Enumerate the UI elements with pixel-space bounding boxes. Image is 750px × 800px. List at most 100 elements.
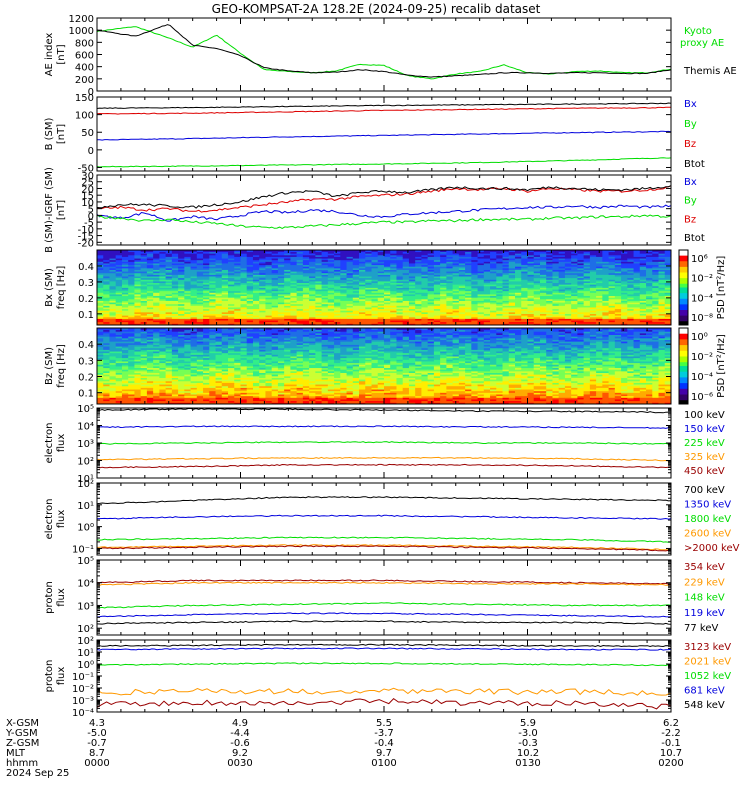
spectrogram-cell [408, 310, 416, 313]
spectrogram-cell [621, 271, 628, 274]
spectrogram-cell [371, 253, 379, 256]
spectrogram-cell [209, 279, 216, 282]
spectrogram-cell [621, 308, 628, 311]
spectrogram-cell [97, 250, 104, 253]
spectrogram-cell [302, 303, 310, 306]
spectrogram-cell [639, 297, 647, 300]
spectrogram-cell [477, 269, 485, 272]
spectrogram-cell [396, 300, 404, 303]
spectrogram-cell [552, 274, 560, 277]
spectrogram-cell [153, 271, 160, 274]
spectrogram-cell [421, 292, 429, 295]
spectrogram-cell [502, 266, 510, 269]
spectrogram-cell [284, 261, 291, 264]
spectrogram-cell [302, 297, 310, 300]
spectrogram-cell [165, 263, 173, 266]
spectrogram-cell [259, 277, 266, 280]
spectrogram-cell [490, 263, 497, 266]
spectrogram-cell [533, 280, 541, 284]
spectrogram-cell [433, 323, 441, 326]
colorbar-swatch [679, 319, 688, 322]
spectrogram-cell [377, 277, 385, 280]
spectrogram-cell [340, 263, 347, 266]
spectrogram-cell [159, 287, 167, 290]
spectrogram-cell [446, 287, 454, 290]
spectrogram-cell [639, 294, 647, 297]
spectrogram-cell [196, 311, 204, 314]
spectrogram-cell [153, 310, 160, 313]
spectrogram-cell [458, 311, 466, 314]
spectrogram-cell [658, 253, 666, 256]
spectrogram-cell [608, 300, 616, 303]
spectrogram-cell [546, 311, 553, 314]
spectrogram-cell [103, 277, 110, 280]
spectrogram-cell [402, 287, 410, 290]
spectrogram-cell [402, 307, 410, 310]
spectrogram-cell [658, 315, 666, 318]
spectrogram-cell [196, 310, 204, 313]
spectrogram-cell [259, 269, 266, 272]
spectrogram-cell [471, 280, 478, 284]
spectrogram-cell [521, 271, 528, 274]
spectrogram-cell [140, 297, 148, 300]
spectrogram-cell [103, 308, 110, 311]
spectrogram-cell [652, 284, 659, 287]
spectrogram-cell [633, 313, 641, 316]
spectrogram-cell [508, 271, 516, 274]
spectrogram-cell [184, 289, 191, 292]
spectrogram-cell [252, 282, 260, 285]
spectrogram-cell [234, 307, 241, 310]
spectrogram-cell [571, 280, 578, 284]
spectrogram-cell [521, 323, 528, 326]
spectrogram-cell [614, 261, 622, 264]
spectrogram-cell [327, 280, 335, 284]
colorbar-swatch [679, 285, 688, 288]
spectrogram-cell [533, 285, 541, 288]
spectrogram-cell [165, 266, 173, 269]
spectrogram-cell [502, 282, 510, 285]
spectrogram-cell [365, 289, 372, 292]
spectrogram-cell [546, 272, 553, 275]
spectrogram-cell [465, 274, 472, 277]
spectrogram-cell [121, 280, 129, 284]
colorbar-swatch [679, 315, 688, 318]
spectrogram-cell [346, 285, 354, 288]
spectrogram-cell [664, 263, 672, 266]
spectrogram-cell [140, 292, 148, 295]
spectrogram-cell [277, 303, 285, 306]
spectrogram-cell [209, 302, 216, 305]
spectrogram-cell [452, 318, 460, 321]
spectrogram-cell [465, 323, 472, 326]
spectrogram-cell [309, 267, 316, 270]
spectrogram-cell [221, 295, 229, 298]
spectrogram-cell [359, 261, 366, 264]
spectrogram-cell [146, 256, 154, 259]
spectrogram-cell [334, 318, 341, 321]
spectrogram-cell [121, 318, 129, 321]
spectrogram-cell [302, 274, 310, 277]
spectrogram-cell [577, 307, 585, 310]
spectrogram-cell [115, 303, 123, 306]
spectrogram-cell [128, 280, 135, 284]
spectrogram-cell [483, 303, 491, 306]
spectrogram-cell [346, 269, 354, 272]
spectrogram-cell [521, 259, 528, 262]
spectrogram-cell [452, 253, 460, 256]
y-axis-label: [nT] [56, 124, 67, 144]
spectrogram-cell [577, 264, 585, 267]
spectrogram-cell [490, 266, 497, 269]
spectrogram-cell [608, 269, 616, 272]
spectrogram-cell [178, 305, 185, 308]
spectrogram-cell [290, 266, 298, 269]
spectrogram-cell [533, 277, 541, 280]
spectrogram-cell [639, 316, 647, 319]
spectrogram-cell [571, 320, 578, 323]
spectrogram-cell [490, 323, 497, 326]
spectrogram-cell [315, 274, 323, 277]
spectrogram-cell [608, 320, 616, 323]
spectrogram-cell [340, 276, 347, 279]
spectrogram-cell [184, 261, 191, 264]
spectrogram-cell [515, 284, 522, 287]
spectrogram-cell [340, 292, 347, 295]
spectrogram-cell [427, 313, 435, 316]
